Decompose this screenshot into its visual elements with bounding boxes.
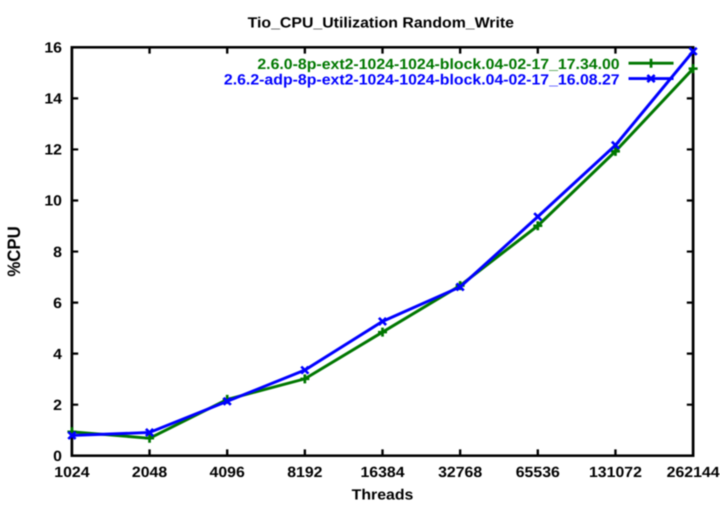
svg-text:16: 16 xyxy=(44,39,62,56)
svg-text:4096: 4096 xyxy=(210,463,245,480)
svg-text:2048: 2048 xyxy=(132,463,167,480)
svg-text:32768: 32768 xyxy=(438,463,482,480)
svg-text:Tio_CPU_Utilization Random_Wri: Tio_CPU_Utilization Random_Write xyxy=(248,14,515,31)
svg-text:2.6.0-8p-ext2-1024-1024-block.: 2.6.0-8p-ext2-1024-1024-block.04-02-17_1… xyxy=(257,55,619,72)
svg-text:6: 6 xyxy=(53,294,62,311)
svg-text:14: 14 xyxy=(44,90,62,107)
svg-text:262144: 262144 xyxy=(667,463,720,480)
svg-text:12: 12 xyxy=(44,141,62,158)
svg-text:2.6.2-adp-8p-ext2-1024-1024-bl: 2.6.2-adp-8p-ext2-1024-1024-block.04-02-… xyxy=(224,71,620,88)
svg-text:Threads: Threads xyxy=(352,486,414,503)
svg-text:131072: 131072 xyxy=(589,463,642,480)
svg-text:10: 10 xyxy=(44,192,62,209)
svg-text:65536: 65536 xyxy=(516,463,560,480)
svg-text:8192: 8192 xyxy=(287,463,322,480)
svg-text:8: 8 xyxy=(53,243,62,260)
svg-text:2: 2 xyxy=(53,396,62,413)
svg-text:0: 0 xyxy=(53,447,62,464)
svg-text:16384: 16384 xyxy=(360,463,404,480)
svg-text:1024: 1024 xyxy=(54,463,89,480)
svg-text:%CPU: %CPU xyxy=(5,226,24,276)
svg-text:4: 4 xyxy=(53,345,62,362)
